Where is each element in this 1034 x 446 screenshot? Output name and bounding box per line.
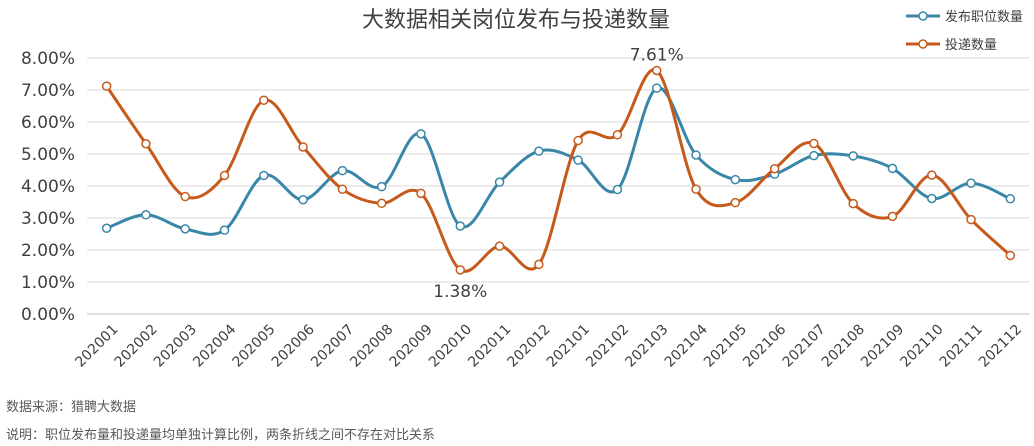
data-point [848,151,858,161]
x-tick-label: 202104 [662,321,711,370]
data-point [259,95,269,105]
legend-marker [918,39,928,49]
legend-label: 发布职位数量 [945,9,1023,25]
data-point [651,83,662,93]
data-point [141,210,151,220]
chart-title: 大数据相关岗位发布与投递数量 [362,8,670,33]
y-tick-label: 6.00% [21,113,75,133]
data-point [494,177,505,187]
data-point [1005,250,1016,261]
series-line-0 [106,86,1011,236]
y-tick-label: 7.00% [21,81,75,101]
x-tick-label: 202103 [622,322,671,371]
data-point [730,174,741,185]
data-point [809,138,819,149]
x-tick-label: 202005 [230,322,279,371]
y-axis: 0.00% 1.00% 2.00% 3.00% 4.00% 5.00% 6.00% 7.00%… [21,49,75,325]
data-point [1005,194,1016,204]
data-point [573,155,583,165]
data-point [769,163,780,174]
data-label: 7.61% [630,45,684,65]
data-point [887,163,898,174]
legend-marker [918,11,928,21]
explanation-note: 说明：职位发布量和投递量均单独计算比例，两条折线之间不存在对比关系 [6,428,436,443]
y-tick-label: 4.00% [21,177,75,197]
x-tick-label: 202002 [112,322,161,371]
y-tick-label: 8.00% [21,49,75,69]
x-tick-label: 202003 [151,322,200,371]
x-tick-label: 202004 [190,321,239,370]
data-point [298,142,308,152]
data-point [219,225,230,235]
legend-label: 投递数量 [945,37,997,53]
data-point [180,224,190,234]
x-tick-label: 202110 [897,322,946,371]
data-point [455,221,466,231]
data-point [494,241,505,251]
y-tick-label: 1.00% [21,273,75,293]
data-point [927,170,937,180]
data-label: 1.38% [433,282,487,302]
data-point [534,146,544,156]
y-tick-label: 3.00% [21,209,75,229]
y-tick-label: 2.00% [21,241,75,261]
x-tick-label: 202106 [740,321,789,370]
data-point [455,265,466,275]
data-point [691,150,701,160]
series-group [101,65,1016,275]
x-tick-label: 202007 [308,322,357,371]
data-point [180,191,190,202]
x-tick-label: 202102 [583,322,632,371]
y-tick-label: 0.00% [21,305,75,325]
series-line-1 [105,68,1012,273]
x-tick-label: 202001 [72,322,121,371]
data-point [298,195,308,205]
x-tick-label: 202011 [465,322,514,371]
data-point [612,184,623,195]
data-point [730,197,741,208]
data-point [376,181,387,192]
data-point [376,198,387,209]
data-point [219,170,230,181]
x-tick-label: 202108 [819,322,868,371]
data-point [966,214,976,225]
data-point [416,129,426,139]
x-tick-label: 202009 [387,322,436,371]
data-point [259,170,269,181]
x-tick-label: 202111 [937,322,986,371]
data-point [573,135,583,146]
data-point [101,81,112,91]
data-point [612,130,623,140]
data-point [691,184,701,194]
source-note: 数据来源：猎聘大数据 [6,400,137,415]
x-tick-label: 202101 [544,322,593,371]
data-point [416,188,426,199]
x-tick-label: 202107 [780,322,829,371]
data-point [809,150,819,161]
data-point [887,211,898,222]
x-tick-label: 202012 [505,322,554,371]
x-tick-label: 202112 [976,322,1025,371]
x-tick-label: 202008 [347,322,396,371]
x-tick-label: 202105 [701,322,750,371]
x-tick-label: 202010 [426,322,475,371]
y-tick-label: 5.00% [21,145,75,165]
x-tick-label: 202006 [269,321,318,370]
data-point [141,139,151,149]
data-point [337,184,348,194]
data-point [534,259,544,270]
data-point [651,65,662,76]
data-point [848,198,858,209]
data-point [966,178,976,188]
x-axis: 2020012020022020032020042020052020062020… [72,321,1025,370]
annotations: 7.61% 1.38% [433,45,683,301]
gridlines [87,57,1030,315]
data-point [927,193,937,204]
x-tick-label: 202109 [858,322,907,371]
data-point [337,165,348,176]
data-point [101,223,112,233]
line-chart: 大数据相关岗位发布与投递数量 0.00% 1.00% 2.00% 3.00% 4.00%… [21,8,1030,371]
